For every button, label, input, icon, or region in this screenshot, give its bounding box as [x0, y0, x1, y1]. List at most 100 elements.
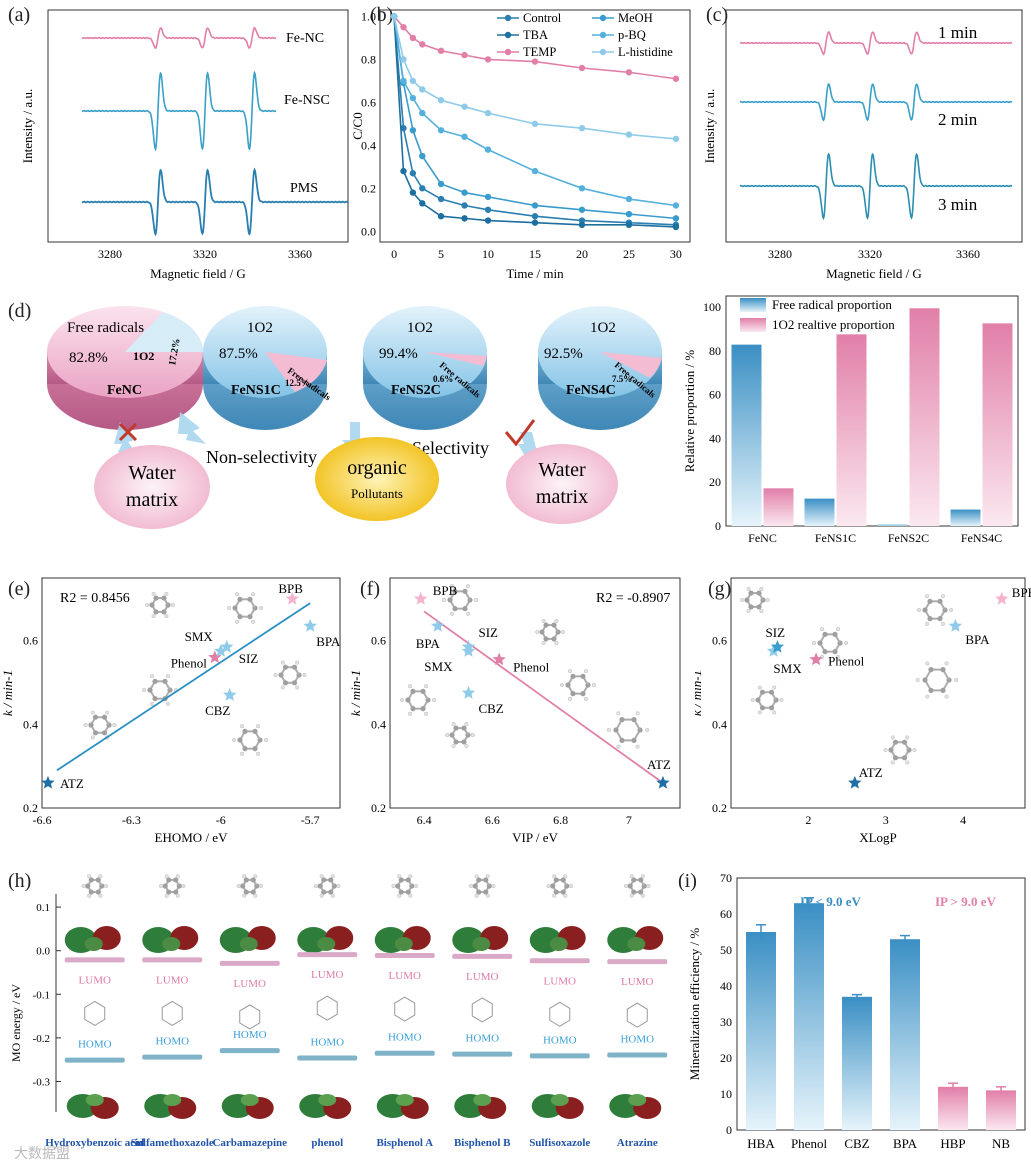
- data-point: [437, 180, 445, 188]
- tick-y: -0.2: [33, 1033, 50, 1045]
- structure-sketch: [394, 996, 416, 1022]
- pie-minor-label: 1O2: [133, 349, 154, 363]
- molecule-illustration: [145, 591, 175, 619]
- point-label: SMX: [424, 659, 453, 674]
- pie-catalyst: FeNC: [107, 383, 142, 398]
- mo-panel-h: 0.1 0.0 -0.1 -0.2 -0.3 MO energy / eV LUMO HOMO…: [9, 874, 668, 1161]
- data-point: [461, 103, 468, 110]
- homo-label: HOMO: [465, 1033, 499, 1045]
- data-point: [419, 185, 426, 192]
- legend-label: 1O2 realtive proportion: [772, 317, 895, 332]
- tick-y: 0: [726, 1123, 732, 1137]
- lumo-orbital: [297, 926, 354, 953]
- data-point: [625, 69, 633, 76]
- pie-minor-value: 0.6%: [433, 374, 453, 384]
- lumo-label: LUMO: [544, 975, 576, 987]
- data-point: [625, 221, 633, 229]
- chart-d-bar: 0 20 40 60 80 100 Relative proportion / % FeNC F…: [682, 295, 1019, 545]
- pie-fens1c: 1O2 87.5% Free radicals 12.5% FeNS1C: [203, 306, 333, 430]
- lumo-orbital: [452, 926, 509, 953]
- tick-x: 2: [805, 813, 811, 827]
- structure-sketch: [161, 1000, 183, 1026]
- legend-marker: [599, 14, 607, 22]
- homo-orbital: [376, 1094, 429, 1119]
- data-point-star: [948, 619, 962, 632]
- data-point-star: [770, 640, 785, 653]
- data-point: [437, 127, 445, 134]
- molecule-illustration: [231, 724, 269, 756]
- point-label: SIZ: [239, 651, 259, 666]
- compound-name: Atrazine: [617, 1137, 658, 1149]
- chart-f: 6.4 6.6 6.8 7 0.2 0.4 0.6 VIP / eV k / min-1 R2 =…: [350, 577, 681, 845]
- pie-catalyst: FeNS4C: [566, 383, 616, 398]
- data-point: [625, 131, 633, 138]
- tick-x: 30: [670, 247, 682, 261]
- homo-label: HOMO: [233, 1029, 267, 1041]
- homo-level: [452, 1051, 513, 1057]
- data-point: [531, 213, 539, 220]
- homo-orbital: [66, 1094, 119, 1119]
- tick-y: 60: [709, 388, 721, 402]
- legend-marker: [599, 31, 607, 39]
- x-axis-label: Magnetic field / G: [826, 266, 922, 281]
- tick-y: 70: [720, 871, 732, 885]
- structure-sketch: [316, 995, 338, 1021]
- legend-label: TEMP: [523, 45, 556, 59]
- bar: [842, 996, 872, 1130]
- tick-x: FeNS2C: [888, 531, 929, 545]
- point-label: Phenol: [513, 660, 550, 675]
- trace-label-fe-nsc: Fe-NSC: [284, 93, 330, 108]
- trace-label-2min: 2 min: [938, 110, 978, 129]
- tick-y: 0.4: [361, 138, 376, 152]
- structure-sketch: [626, 1002, 648, 1028]
- tick-y: 1.0: [361, 9, 376, 23]
- schematic-d: Free radicals 82.8% 1O2 17.2% FeNC 1O2 8…: [47, 306, 662, 529]
- homo-level: [607, 1052, 668, 1058]
- svg-text:Pollutants: Pollutants: [351, 486, 403, 501]
- bar: [938, 1086, 968, 1130]
- legend-label: Control: [523, 11, 562, 25]
- tick-x: NB: [992, 1136, 1010, 1151]
- trace-label-1min: 1 min: [938, 23, 978, 42]
- tick-y: 0.2: [361, 181, 376, 195]
- homo-orbital: [299, 1094, 352, 1119]
- homo-orbital: [531, 1094, 584, 1119]
- data-point: [400, 56, 407, 63]
- data-point: [672, 215, 680, 222]
- molecule-illustration: [811, 627, 849, 659]
- panel-label-f: (f): [360, 578, 380, 600]
- compound-name: phenol: [311, 1137, 343, 1149]
- tick-x: 3360: [956, 247, 980, 261]
- panel-label-d: (d): [8, 300, 32, 322]
- bubble-water-matrix-2: Water matrix: [506, 444, 618, 524]
- lumo-label: LUMO: [621, 976, 653, 988]
- lumo-level: [297, 952, 358, 958]
- tick-x: 0: [391, 247, 397, 261]
- tick-x: 3: [883, 813, 889, 827]
- pie-main-value: 92.5%: [544, 346, 583, 362]
- homo-orbital: [609, 1094, 662, 1119]
- molecule-illustration: [81, 874, 108, 898]
- point-label: Phenol: [171, 655, 208, 670]
- lumo-label: LUMO: [156, 974, 188, 986]
- data-point-star: [223, 688, 237, 701]
- molecule-illustration: [226, 592, 264, 624]
- data-point-star: [995, 591, 1009, 605]
- compound-name: Carbamazepine: [212, 1137, 287, 1149]
- data-point: [672, 75, 680, 82]
- pie-main-value: 87.5%: [219, 346, 258, 362]
- molecule-illustration: [535, 618, 565, 646]
- tick-x: 3320: [193, 247, 217, 261]
- tick-y: 0.1: [36, 902, 50, 914]
- point-label: BPB: [278, 581, 303, 596]
- molecule-illustration: [141, 674, 179, 706]
- lumo-orbital: [607, 926, 664, 953]
- tick-x: 3360: [288, 247, 312, 261]
- point-label: SIZ: [478, 625, 498, 640]
- tick-y: 0.8: [361, 52, 376, 66]
- pie-catalyst: FeNS2C: [391, 383, 441, 398]
- structure-sketch: [549, 1001, 571, 1027]
- trace-label-pms: PMS: [290, 181, 318, 196]
- data-point: [578, 206, 586, 213]
- data-point: [484, 146, 492, 153]
